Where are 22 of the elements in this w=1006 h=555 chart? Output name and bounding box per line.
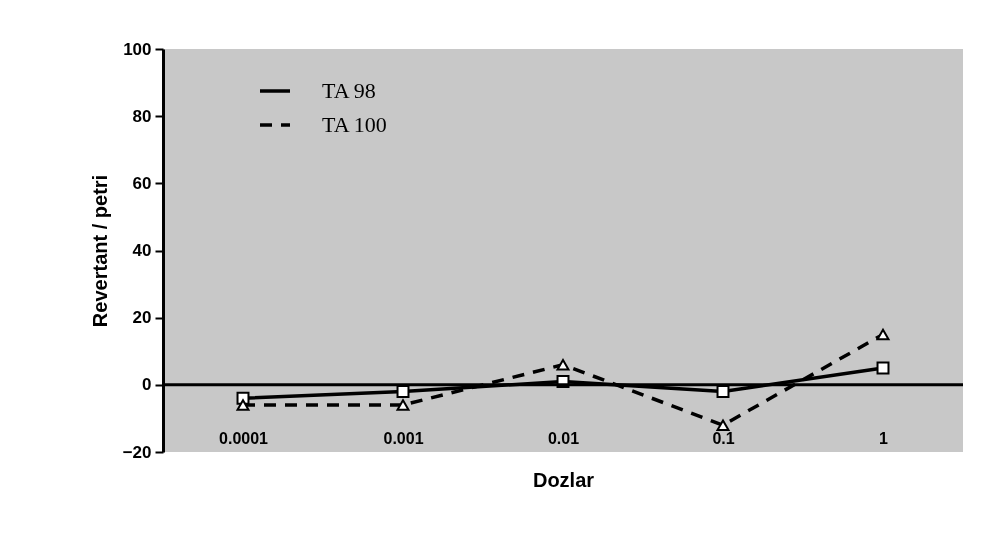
y-tick-label: 60	[132, 173, 152, 193]
x-tick-label: 1	[879, 430, 889, 448]
x-tick-label: 0.1	[712, 430, 735, 448]
point	[876, 328, 890, 341]
point	[396, 399, 410, 411]
legend-label: TA 98	[322, 78, 376, 103]
y-tick-label: 20	[132, 308, 152, 328]
y-tick-label: 40	[132, 241, 152, 260]
point	[716, 419, 730, 431]
y-tick-label: 0	[142, 375, 152, 395]
point	[236, 399, 250, 411]
y-tick-label: 80	[132, 106, 152, 126]
y-tick-label: 100	[123, 39, 152, 59]
y-tick-label: −20	[122, 442, 152, 462]
y-axis-title: Revertant / petri	[88, 174, 111, 328]
point	[876, 361, 890, 375]
point	[556, 358, 570, 371]
x-tick-label: 0.001	[383, 430, 424, 448]
legend-label: TA 100	[322, 112, 387, 137]
x-axis-title: Dozlar	[532, 469, 595, 492]
x-tick-label: 0.01	[547, 430, 580, 448]
x-tick-label: 0.0001	[219, 430, 269, 448]
